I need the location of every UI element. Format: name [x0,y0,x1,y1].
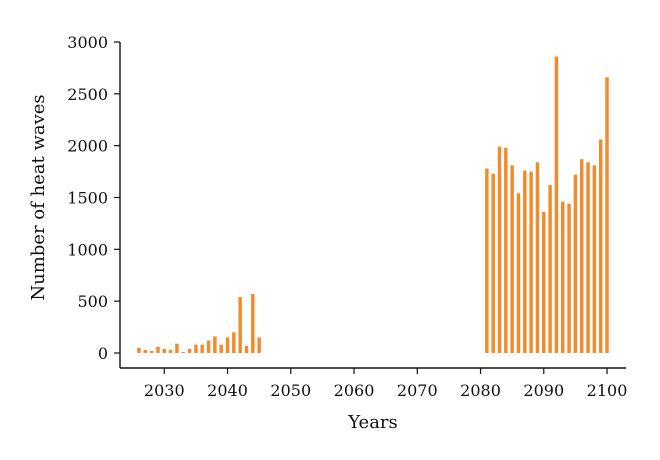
bar-2099 [598,139,603,353]
bar-2088 [529,171,533,353]
bar-2085 [510,165,514,353]
x-tick-label: 2100 [587,381,628,400]
bar-2084 [504,147,508,353]
bar-2096 [579,159,584,353]
bar-2027 [143,349,148,353]
bar-2081 [485,168,489,353]
x-tick-label: 2060 [334,381,375,400]
x-tick-label: 2070 [397,381,438,400]
bar-2035 [194,344,198,353]
bar-2040 [225,337,230,353]
axes-group [119,42,626,369]
bar-2042 [238,297,242,353]
bar-2032 [175,343,179,353]
bar-2045 [257,337,261,353]
bar-2028 [149,350,154,353]
bar-2095 [573,174,578,353]
bar-2038 [213,336,217,353]
y-tick-label: 1500 [67,189,108,208]
bar-2100 [605,77,609,353]
x-tick-label: 2080 [460,381,501,400]
y-tick-label: 0 [98,344,108,363]
bar-2030 [162,348,167,353]
bar-2092 [554,56,559,353]
bar-2043 [244,345,249,353]
bar-2089 [535,162,540,353]
bar-2036 [200,344,204,353]
bar-2097 [586,162,590,353]
y-tick-label: 1000 [67,240,108,259]
bar-2094 [567,203,571,353]
y-tick-label: 2000 [67,137,108,156]
x-tick-label: 2030 [144,381,185,400]
bar-2033 [181,351,185,353]
x-tick-label: 2090 [523,381,564,400]
bar-2039 [219,344,223,353]
x-tick-label: 2050 [270,381,311,400]
bar-2034 [187,348,192,353]
bar-2098 [592,165,597,353]
bar-2091 [548,185,552,353]
bars-group [137,56,609,353]
bar-2083 [497,146,502,353]
bar-2082 [491,173,495,353]
x-axis-title: Years [347,412,398,433]
y-tick-label: 500 [77,292,108,311]
bar-2087 [523,170,527,353]
y-ticks-group: 0 500 1000 1500 2000 2500 3000 [67,33,120,363]
x-ticks-group: 2030 2040 2050 2060 2070 2080 2090 2100 [144,368,627,400]
y-axis-title: Number of heat waves [28,94,49,300]
x-tick-label: 2040 [207,381,248,400]
bar-2026 [137,347,141,353]
y-tick-label: 3000 [67,33,108,52]
bar-2093 [561,201,565,353]
bar-2029 [156,346,160,353]
bar-2037 [206,340,211,353]
bar-2041 [232,332,236,353]
y-tick-label: 2500 [67,85,108,104]
bar-2044 [251,293,255,353]
bar-2031 [168,349,173,353]
bar-2086 [516,193,521,353]
bar-2090 [542,212,546,353]
